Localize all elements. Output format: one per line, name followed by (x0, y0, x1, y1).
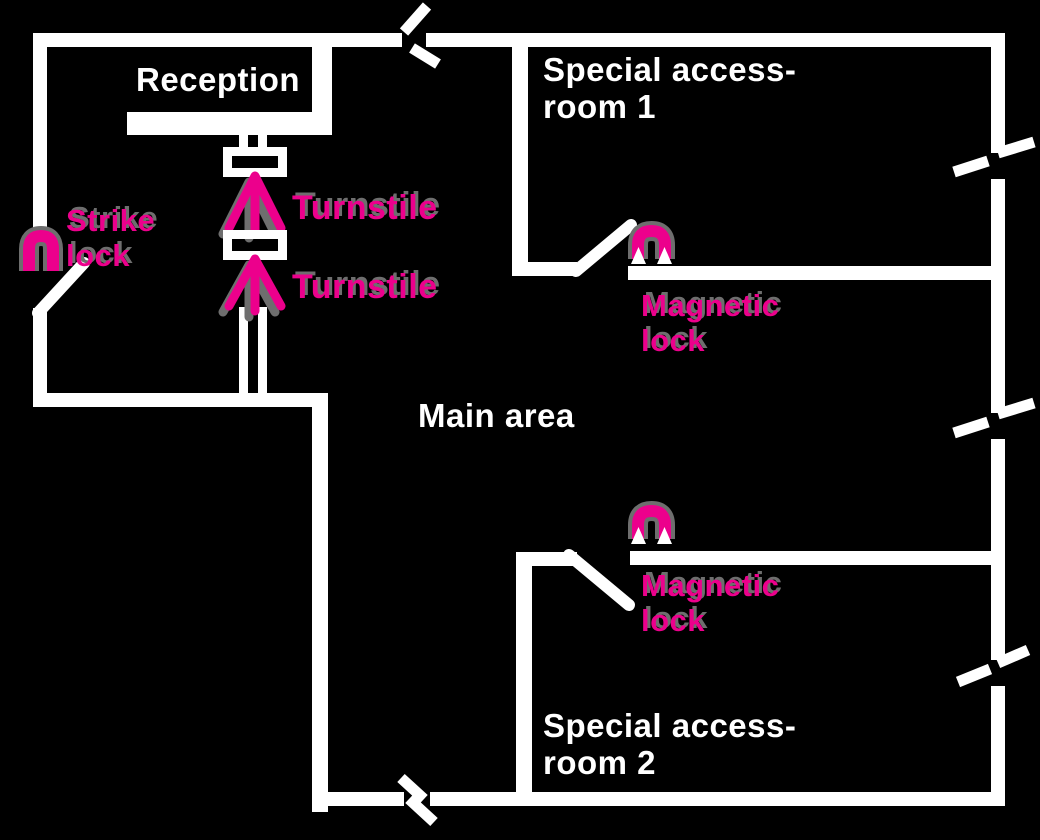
lane-line-right (258, 307, 267, 404)
magnet-pole (657, 527, 672, 544)
lane-line-right (258, 135, 267, 149)
reception-counter (127, 112, 332, 135)
room1-left-wall (512, 40, 528, 276)
wall-break-marks (397, 2, 1036, 827)
turnstile-tripod-icon (224, 254, 286, 316)
magnet-pole (631, 527, 646, 544)
strike-lock-label: Strike lock (66, 203, 156, 274)
outer-wall-left-upper (33, 33, 47, 243)
reception-door-leaf (32, 257, 90, 319)
magnet-pole (657, 247, 672, 264)
room1-door-leaf (570, 219, 637, 277)
room2-top-wall (630, 551, 1005, 565)
room2-door-leaf (563, 549, 635, 611)
turnstile-tripod-icon (224, 171, 286, 237)
turnstile-gate-icon (223, 147, 287, 177)
strike-lock-body (23, 229, 59, 271)
room2-left-wall (516, 552, 532, 806)
outer-wall-left-lower (33, 308, 47, 407)
magnet-pole (631, 247, 646, 264)
magnetic-lock-1-label: Magnetic lock (641, 288, 780, 359)
lane-line-left (239, 307, 248, 404)
wall-break-zigzag-icon (952, 416, 990, 439)
room2-top-wall-stub (516, 552, 577, 566)
wall-break-zigzag-icon (995, 644, 1031, 669)
reception-area-bottom-wall (33, 393, 328, 407)
strike-lock-icon (19, 225, 63, 271)
turnstile-gate-icon (223, 230, 287, 260)
wall-break-zigzag-icon (399, 2, 432, 36)
wall-break-zigzag-icon (409, 43, 441, 69)
turnstile-2-label: Turnstile (292, 268, 438, 306)
magnet-arch (632, 224, 671, 259)
main-area-label: Main area (418, 397, 575, 434)
outer-wall-bottom (312, 792, 1005, 806)
turnstile-lane (239, 135, 267, 404)
magnetic-lock-2-label: Magnetic lock (641, 568, 780, 639)
wall-gap (989, 153, 1007, 179)
wall-gap (989, 413, 1007, 439)
wall-break-zigzag-icon (397, 773, 428, 804)
wall-break-zigzag-icon (952, 155, 990, 178)
wall-break-zigzag-icon (996, 136, 1036, 159)
wall-break-zigzag-icon (955, 663, 993, 688)
room1-bottom-wall-stub (512, 262, 577, 276)
magnet-icon-1 (628, 220, 675, 264)
wall-break-zigzag-icon (996, 397, 1036, 420)
special-room-1-label: Special access- room 1 (543, 51, 797, 126)
reception-right-wall (312, 40, 332, 135)
turnstile-1-icon (218, 147, 287, 243)
turnstile-2-icon (218, 230, 287, 322)
room1-bottom-wall (628, 266, 1005, 280)
magnet-icon-2 (628, 500, 675, 544)
turnstile-1-label: Turnstile (292, 189, 438, 227)
main-area-left-wall (312, 393, 328, 812)
lane-line-left (239, 135, 248, 149)
wall-break-zigzag-icon (405, 794, 438, 827)
magnet-arch (632, 504, 671, 539)
reception-room-label: Reception (136, 61, 301, 98)
special-room-2-label: Special access- room 2 (543, 707, 797, 782)
doors (32, 219, 637, 611)
